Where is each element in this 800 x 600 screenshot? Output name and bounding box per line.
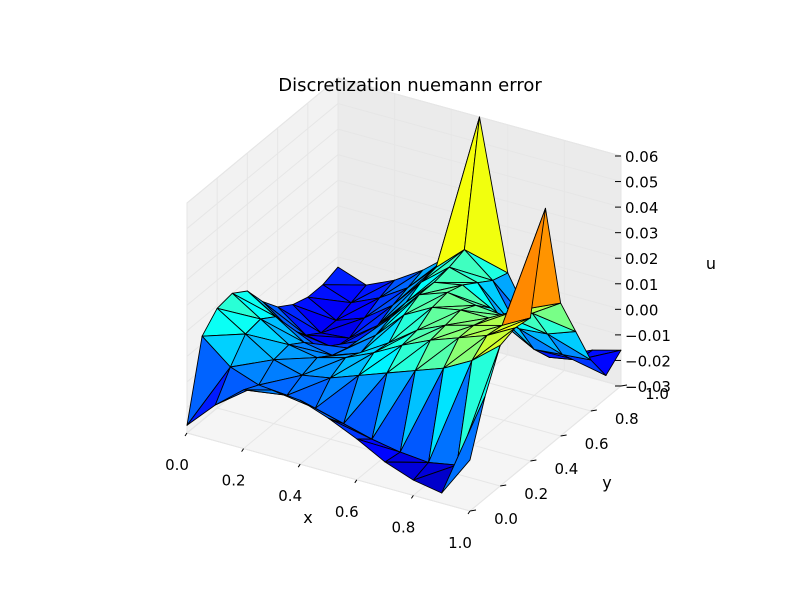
y-tick — [469, 509, 477, 512]
grid-line — [186, 432, 471, 512]
grid-line — [469, 385, 622, 512]
x-tick — [297, 463, 301, 468]
z-tick-label: −0.03 — [625, 378, 671, 396]
grid-line — [186, 103, 339, 229]
z-tick-label: 0.02 — [625, 250, 658, 268]
x-tick-label: 0.2 — [222, 472, 246, 490]
x-tick — [241, 448, 245, 452]
surface-mesh — [186, 116, 622, 494]
z-tick-label: 0.01 — [625, 276, 658, 294]
grid-line — [186, 154, 339, 281]
y-axis-label: y — [602, 473, 611, 492]
z-axis-label: u — [706, 254, 716, 273]
surface-triangle — [441, 395, 486, 494]
y-tick — [530, 459, 537, 462]
z-tick-label: 0.06 — [625, 148, 658, 166]
x-axis-label: x — [303, 508, 312, 527]
x-tick-label: 0.8 — [391, 518, 415, 536]
z-tick-label: 0.05 — [625, 174, 658, 192]
y-tick-label: 0.6 — [585, 435, 609, 453]
chart-title: Discretization nuemann error — [278, 75, 542, 96]
x-tick — [184, 432, 188, 437]
z-tick-label: 0.04 — [625, 199, 658, 217]
z-tick-label: 0.03 — [625, 225, 658, 243]
x-tick — [410, 495, 414, 499]
grid-line — [186, 128, 339, 255]
x-tick — [354, 479, 358, 484]
y-tick-label: 0.4 — [554, 460, 578, 478]
y-tick — [560, 434, 567, 437]
x-tick — [467, 510, 471, 515]
grid-line — [186, 205, 339, 332]
y-tick-label: 0.2 — [524, 485, 548, 503]
y-tick-label: 0.0 — [494, 510, 518, 528]
z-tick-label: 0.00 — [625, 301, 658, 319]
grid-line — [186, 179, 339, 306]
grid-line — [186, 77, 339, 204]
y-tick-label: 1.0 — [645, 385, 669, 403]
x-tick-label: 1.0 — [448, 534, 472, 552]
y-tick — [590, 409, 597, 412]
z-tick-label: −0.02 — [625, 352, 671, 370]
y-tick — [620, 384, 628, 387]
x-tick-label: 0.0 — [165, 456, 189, 474]
y-tick — [500, 484, 507, 487]
x-tick-label: 0.6 — [335, 503, 359, 521]
axes: 0.00.20.40.60.81.00.00.20.40.60.81.0−0.0… — [165, 148, 671, 552]
y-tick-label: 0.8 — [615, 410, 639, 428]
z-tick-label: −0.01 — [625, 327, 671, 345]
x-tick-label: 0.4 — [278, 487, 302, 505]
